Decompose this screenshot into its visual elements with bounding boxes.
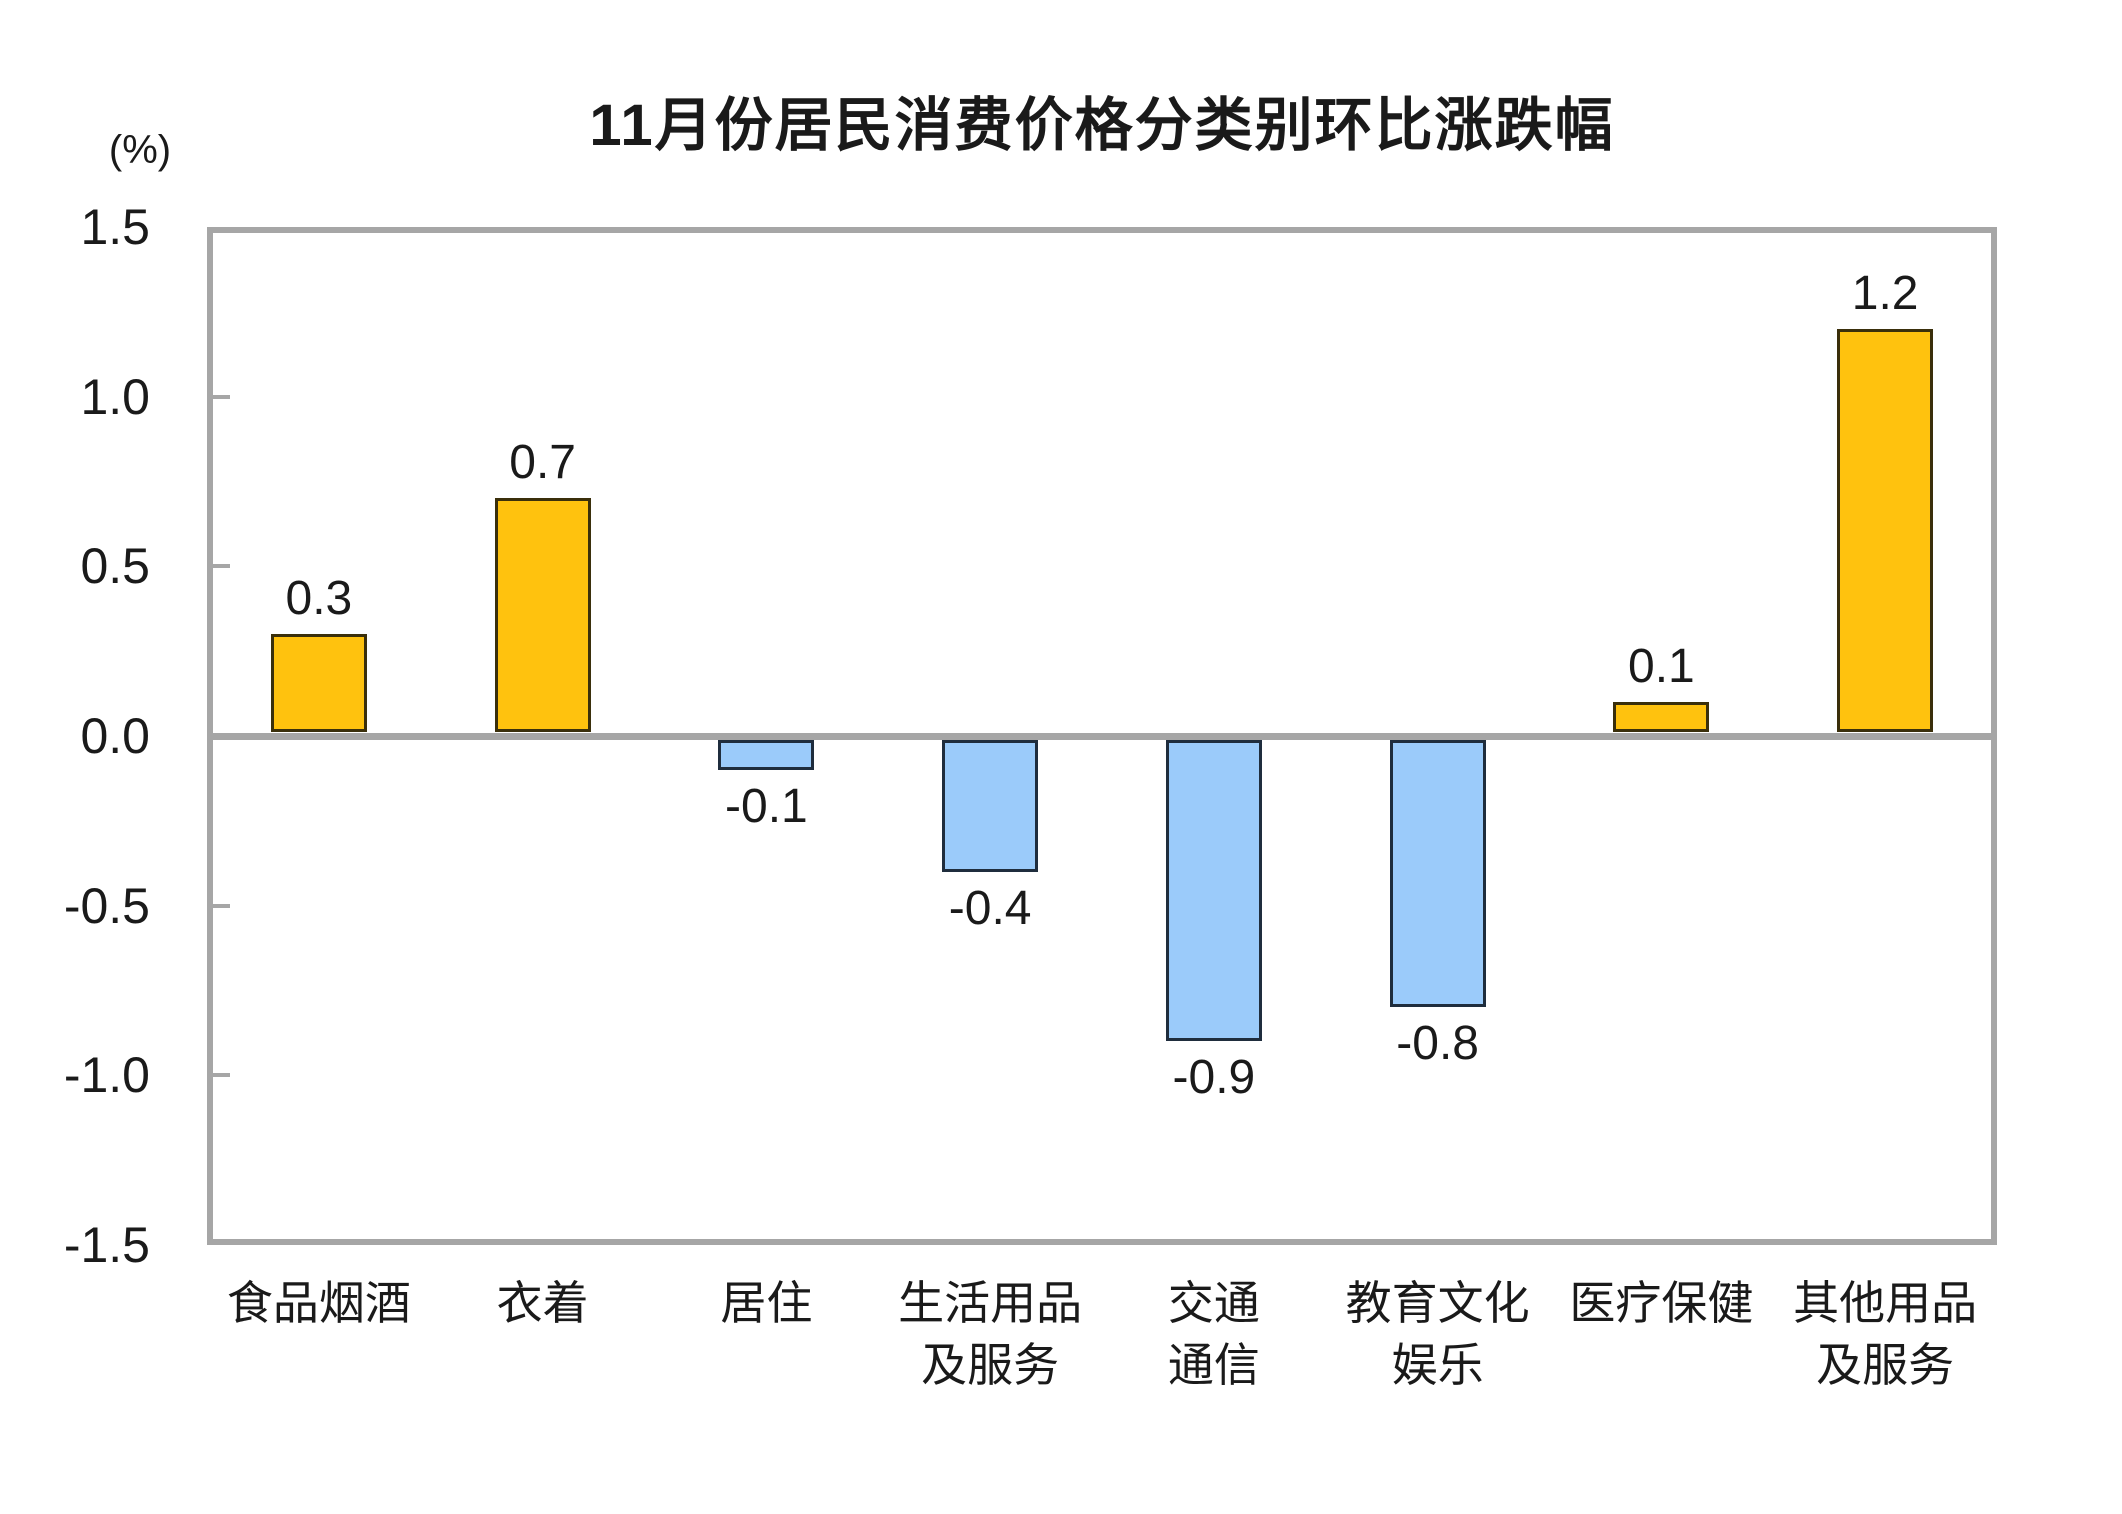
y-axis-tick <box>213 903 230 908</box>
y-axis-tick <box>213 394 230 399</box>
bar-value-label: -0.4 <box>948 881 1032 935</box>
y-axis-unit-label: (%) <box>108 128 172 172</box>
y-axis-tick <box>213 564 230 569</box>
category-label: 居住 <box>655 1272 879 1334</box>
category-label-line: 居住 <box>720 1277 813 1329</box>
bar <box>718 739 815 770</box>
category-label-line: 食品烟酒 <box>226 1277 411 1329</box>
category-label-line: 生活用品 <box>898 1277 1083 1329</box>
category-label: 生活用品 及服务 <box>878 1272 1102 1396</box>
bar-value-label: 0.1 <box>1628 640 1695 694</box>
bar-value-label: -0.9 <box>1172 1051 1256 1105</box>
bar-value-label: -0.1 <box>725 779 808 833</box>
y-axis-tick-label: -1.5 <box>63 1217 150 1273</box>
zero-line <box>207 732 1997 740</box>
bar <box>1613 702 1710 733</box>
bar <box>1165 739 1262 1042</box>
bar <box>1837 328 1934 733</box>
bar-value-label: 0.3 <box>285 572 353 626</box>
category-label-line: 教育文化 <box>1345 1277 1530 1329</box>
chart-title: 11月份居民消费价格分类别环比涨跌幅 <box>589 93 1615 158</box>
category-label: 衣着 <box>431 1272 655 1334</box>
category-label-line: 交通 <box>1167 1277 1260 1329</box>
category-label-line: 医疗保健 <box>1569 1277 1754 1329</box>
category-label-line: 娱乐 <box>1391 1339 1484 1391</box>
category-label: 食品烟酒 <box>207 1272 431 1334</box>
category-label: 教育文化 娱乐 <box>1326 1272 1550 1396</box>
y-axis-tick <box>213 1073 230 1078</box>
category-label: 交通 通信 <box>1102 1272 1326 1396</box>
category-label-line: 衣着 <box>496 1277 589 1329</box>
plot-area: 0.3 0.7 -0.1 -0.4 -0.9 -0.8 0.1 1.2 <box>207 227 1997 1245</box>
bar <box>270 634 367 733</box>
category-label-line: 及服务 <box>921 1339 1060 1391</box>
bar <box>494 498 591 733</box>
y-axis-tick-label: 1.5 <box>80 199 150 255</box>
category-label-line: 通信 <box>1167 1339 1260 1391</box>
category-label: 医疗保健 <box>1550 1272 1774 1334</box>
y-axis-tick-label: -1.0 <box>63 1047 150 1104</box>
y-axis-tick-label: 0.5 <box>80 538 150 595</box>
bar-value-label: 1.2 <box>1851 266 1919 320</box>
y-axis-tick-label: 1.0 <box>80 368 150 425</box>
category-label-line: 其他用品 <box>1793 1277 1978 1329</box>
category-label: 其他用品 及服务 <box>1773 1272 1997 1396</box>
bar-value-label: -0.8 <box>1396 1017 1479 1071</box>
bar <box>942 739 1039 872</box>
category-label-line: 及服务 <box>1816 1339 1955 1391</box>
y-axis-tick-label: -0.5 <box>63 877 150 934</box>
y-axis-tick-label: 0.0 <box>80 708 150 764</box>
bar <box>1389 739 1486 1008</box>
bar-value-label: 0.7 <box>509 436 576 490</box>
